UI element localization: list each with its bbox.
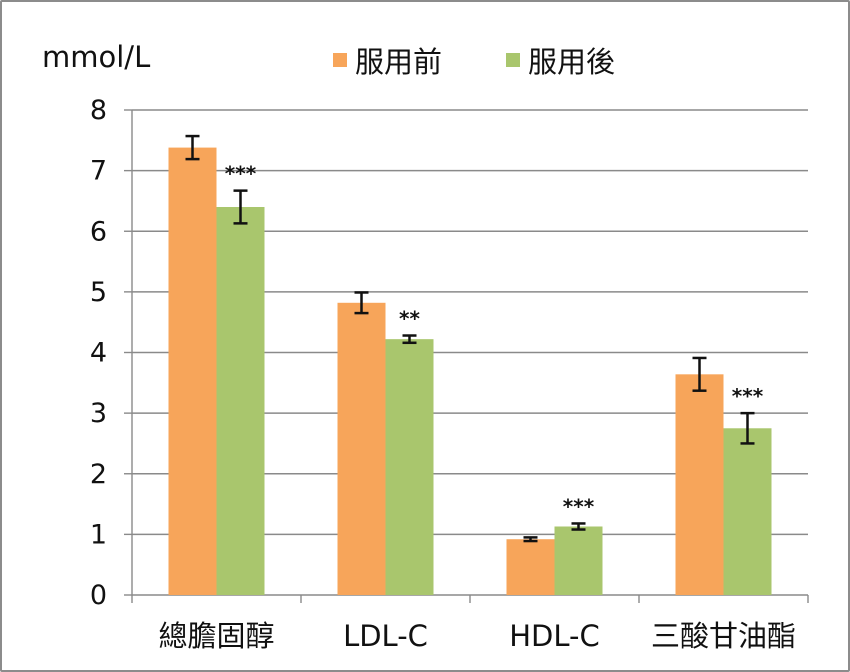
x-tick-label: LDL-C bbox=[343, 619, 428, 653]
bar-after bbox=[723, 428, 772, 595]
y-tick-label: 5 bbox=[90, 277, 107, 308]
x-tick-label: 總膽固醇 bbox=[158, 619, 274, 653]
x-tick-label: HDL-C bbox=[509, 619, 600, 653]
bar-before bbox=[675, 374, 724, 595]
y-tick-label: 2 bbox=[90, 459, 107, 490]
y-tick-label: 4 bbox=[90, 338, 107, 369]
legend-item-after: 服用後 bbox=[506, 42, 616, 79]
legend-label-before: 服用前 bbox=[355, 45, 443, 79]
significance-label: *** bbox=[563, 494, 595, 518]
y-tick-label: 7 bbox=[90, 156, 107, 187]
significance-label: ** bbox=[399, 307, 420, 331]
legend-swatch-after bbox=[506, 53, 520, 67]
y-tick-label: 0 bbox=[90, 580, 107, 611]
y-tick-label: 1 bbox=[90, 519, 107, 550]
legend-item-before: 服用前 bbox=[333, 42, 443, 79]
legend-swatch-before bbox=[333, 53, 347, 67]
legend-label-after: 服用後 bbox=[528, 45, 616, 79]
bar-after bbox=[385, 339, 434, 595]
y-tick-label: 6 bbox=[90, 216, 107, 247]
x-tick-label: 三酸甘油酯 bbox=[651, 619, 796, 653]
bar-before bbox=[337, 302, 386, 595]
bar-before bbox=[168, 147, 217, 595]
significance-label: *** bbox=[225, 162, 257, 186]
y-axis-unit-label: mmol/L bbox=[42, 40, 151, 74]
significance-label: *** bbox=[732, 384, 764, 408]
bar-before bbox=[506, 539, 555, 595]
bar-after bbox=[554, 526, 603, 595]
bar-after bbox=[216, 207, 265, 595]
y-tick-label: 3 bbox=[90, 398, 107, 429]
y-tick-label: 8 bbox=[90, 95, 107, 126]
